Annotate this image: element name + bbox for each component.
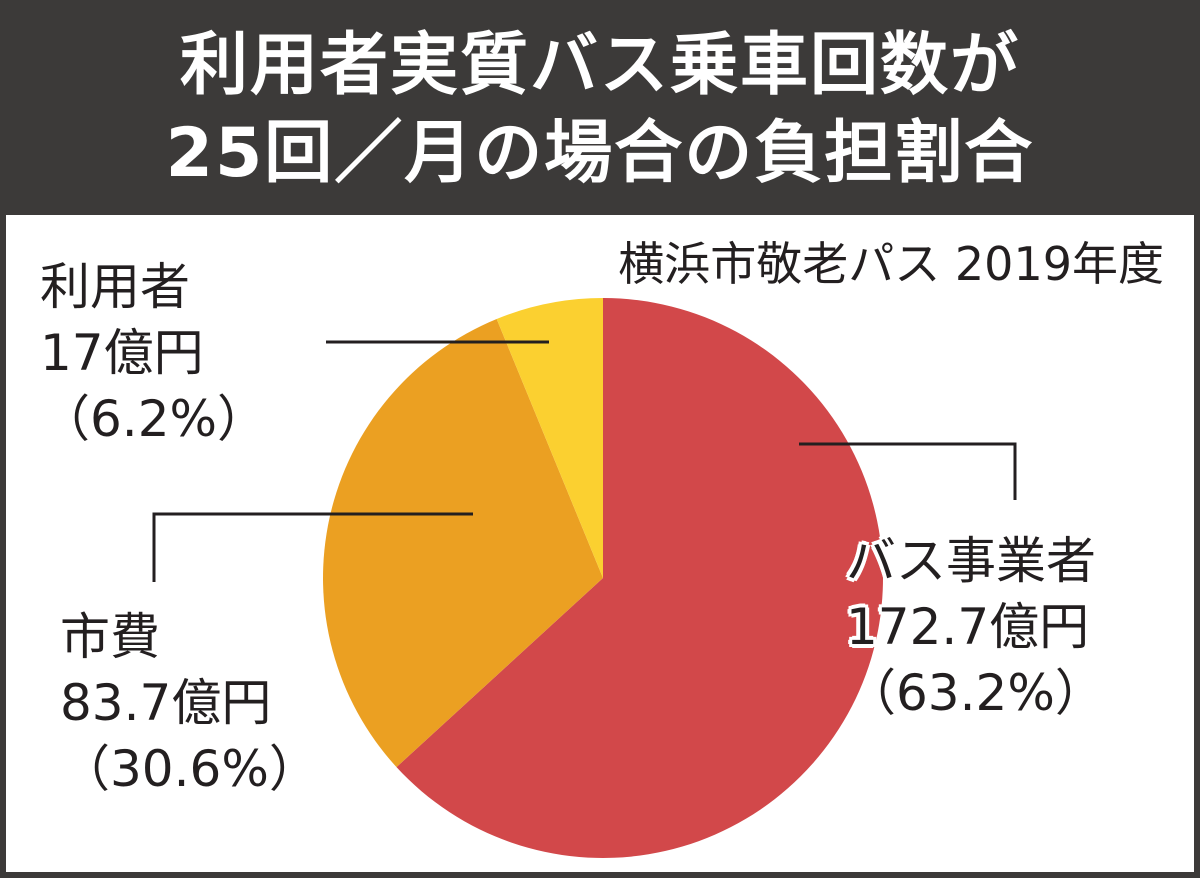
chart-title-line-1: 利用者実質バス乗車回数が <box>179 26 1020 105</box>
label-bus-operator-value: 172.7億円 <box>846 598 1090 656</box>
label-city-value: 83.7億円 <box>60 674 272 732</box>
label-user-name: 利用者 <box>40 258 190 316</box>
chart-subtitle: 横浜市敬老パス 2019年度 <box>618 237 1164 291</box>
label-city-percent: （30.6%） <box>60 740 319 798</box>
leader-line-city <box>152 512 473 582</box>
title-bar: 利用者実質バス乗車回数が 25回／月の場合の負担割合 <box>0 0 1200 215</box>
leader-lines <box>152 340 1017 582</box>
leader-line-bus-operator <box>799 442 1017 500</box>
label-bus-operator-name: バス事業者 <box>846 532 1096 590</box>
label-bus-operator: バス事業者 172.7億円 （63.2%） <box>846 528 1105 726</box>
pie-chart <box>152 298 1017 858</box>
label-user-percent: （6.2%） <box>40 390 268 448</box>
label-user-value: 17億円 <box>40 324 204 382</box>
pie-slice-user <box>496 298 603 578</box>
label-city-name: 市費 <box>60 608 160 666</box>
label-bus-operator-percent: （63.2%） <box>846 664 1105 722</box>
pie-slice-city <box>323 318 603 768</box>
label-user: 利用者 17億円 （6.2%） <box>40 254 267 452</box>
chart-title-line-2: 25回／月の場合の負担割合 <box>165 114 1035 193</box>
label-city: 市費 83.7億円 （30.6%） <box>60 604 319 802</box>
pie-slices <box>323 298 884 858</box>
pie-slice-bus-operator <box>396 298 884 858</box>
